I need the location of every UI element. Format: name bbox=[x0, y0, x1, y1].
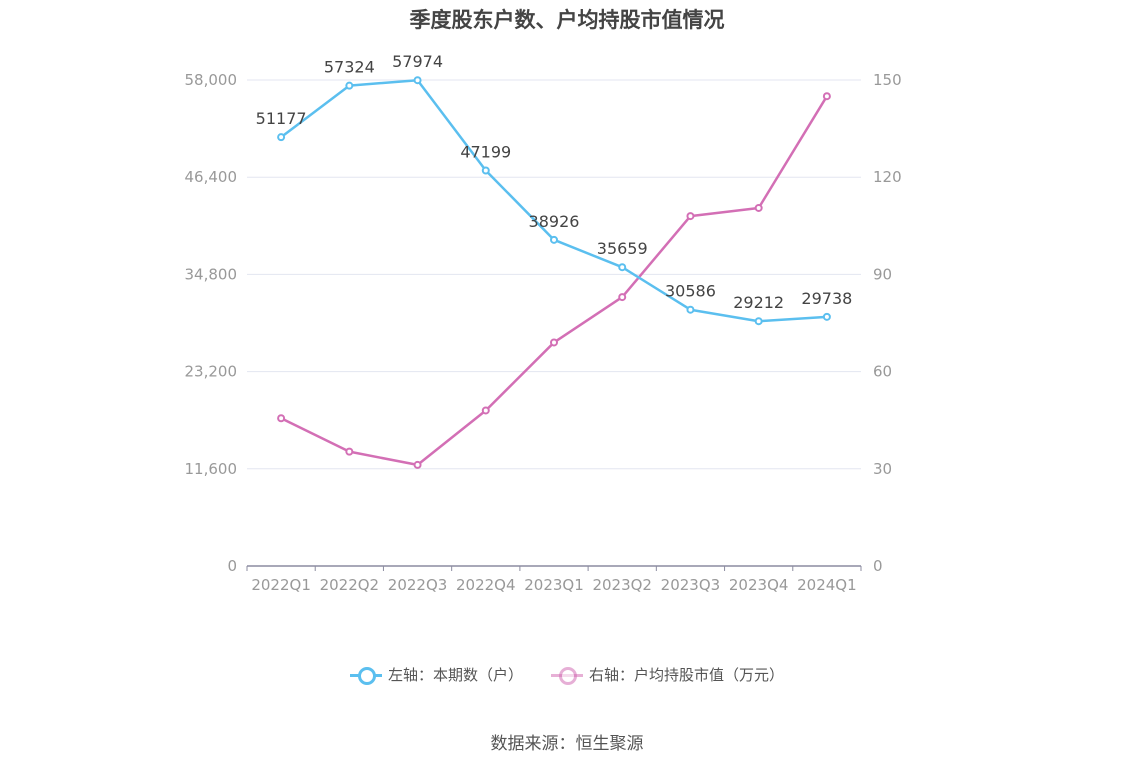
data-point-right bbox=[754, 203, 763, 212]
data-point-left bbox=[481, 166, 490, 175]
data-point-left bbox=[345, 81, 354, 90]
data-label: 29738 bbox=[801, 289, 852, 308]
data-label: 47199 bbox=[460, 143, 511, 162]
data-point-right bbox=[481, 406, 490, 415]
y-left-tick-label: 46,400 bbox=[185, 168, 238, 186]
data-point-left bbox=[822, 312, 831, 321]
legend-item-left[interactable]: 左轴：本期数（户） bbox=[349, 664, 523, 685]
data-point-right bbox=[345, 447, 354, 456]
data-point-right bbox=[277, 414, 286, 423]
legend-marker-left bbox=[349, 665, 382, 685]
data-point-left bbox=[686, 305, 695, 314]
y-left-tick-label: 0 bbox=[227, 557, 237, 575]
x-tick-label: 2022Q2 bbox=[320, 576, 380, 594]
legend-marker-right bbox=[551, 665, 583, 685]
data-point-left bbox=[413, 76, 422, 85]
x-tick-label: 2023Q3 bbox=[661, 576, 721, 594]
data-label: 30586 bbox=[665, 282, 716, 301]
y-right-tick-label: 0 bbox=[873, 557, 883, 575]
series-line-left bbox=[280, 78, 827, 323]
data-point-left bbox=[277, 133, 286, 142]
legend: 左轴：本期数（户） 右轴：户均持股市值（万元） bbox=[0, 664, 1134, 685]
x-tick-label: 2023Q1 bbox=[524, 576, 584, 594]
x-tick-label: 2022Q1 bbox=[251, 576, 311, 594]
legend-label-right: 右轴：户均持股市值（万元） bbox=[589, 666, 785, 684]
series-line-right bbox=[280, 95, 828, 467]
data-label: 29212 bbox=[733, 293, 784, 312]
data-label: 57974 bbox=[392, 52, 443, 71]
data-label: 38926 bbox=[529, 212, 580, 231]
x-tick-label: 2024Q1 bbox=[797, 576, 857, 594]
data-point-left bbox=[618, 263, 627, 272]
x-tick-label: 2023Q2 bbox=[592, 576, 652, 594]
x-tick-label: 2023Q4 bbox=[729, 576, 789, 594]
y-left-tick-label: 34,800 bbox=[185, 265, 238, 283]
y-right-tick-label: 120 bbox=[873, 168, 902, 186]
x-tick-label: 2022Q3 bbox=[388, 576, 448, 594]
y-left-tick-label: 11,600 bbox=[185, 460, 238, 478]
y-right-tick-label: 150 bbox=[873, 71, 902, 89]
legend-item-right[interactable]: 右轴：户均持股市值（万元） bbox=[551, 664, 784, 685]
data-point-right bbox=[550, 338, 558, 347]
data-point-right bbox=[413, 460, 422, 469]
x-tick-label: 2022Q4 bbox=[456, 576, 516, 594]
data-label: 57324 bbox=[324, 58, 375, 77]
data-label: 51177 bbox=[256, 109, 307, 128]
y-right-tick-label: 30 bbox=[873, 460, 892, 478]
y-left-tick-label: 23,200 bbox=[185, 363, 238, 381]
chart-title: 季度股东户数、户均持股市值情况 bbox=[409, 8, 725, 32]
source-note: 数据来源：恒生聚源 bbox=[490, 734, 644, 754]
y-left-tick-label: 58,000 bbox=[185, 71, 238, 89]
data-point-left bbox=[754, 317, 763, 326]
y-right-tick-label: 90 bbox=[873, 265, 892, 283]
data-point-right bbox=[822, 92, 831, 101]
data-point-left bbox=[550, 235, 558, 244]
legend-label-left: 左轴：本期数（户） bbox=[387, 666, 523, 684]
data-point-right bbox=[618, 293, 627, 302]
y-right-tick-label: 60 bbox=[873, 363, 892, 381]
data-point-right bbox=[686, 212, 695, 221]
data-label: 35659 bbox=[597, 239, 648, 258]
